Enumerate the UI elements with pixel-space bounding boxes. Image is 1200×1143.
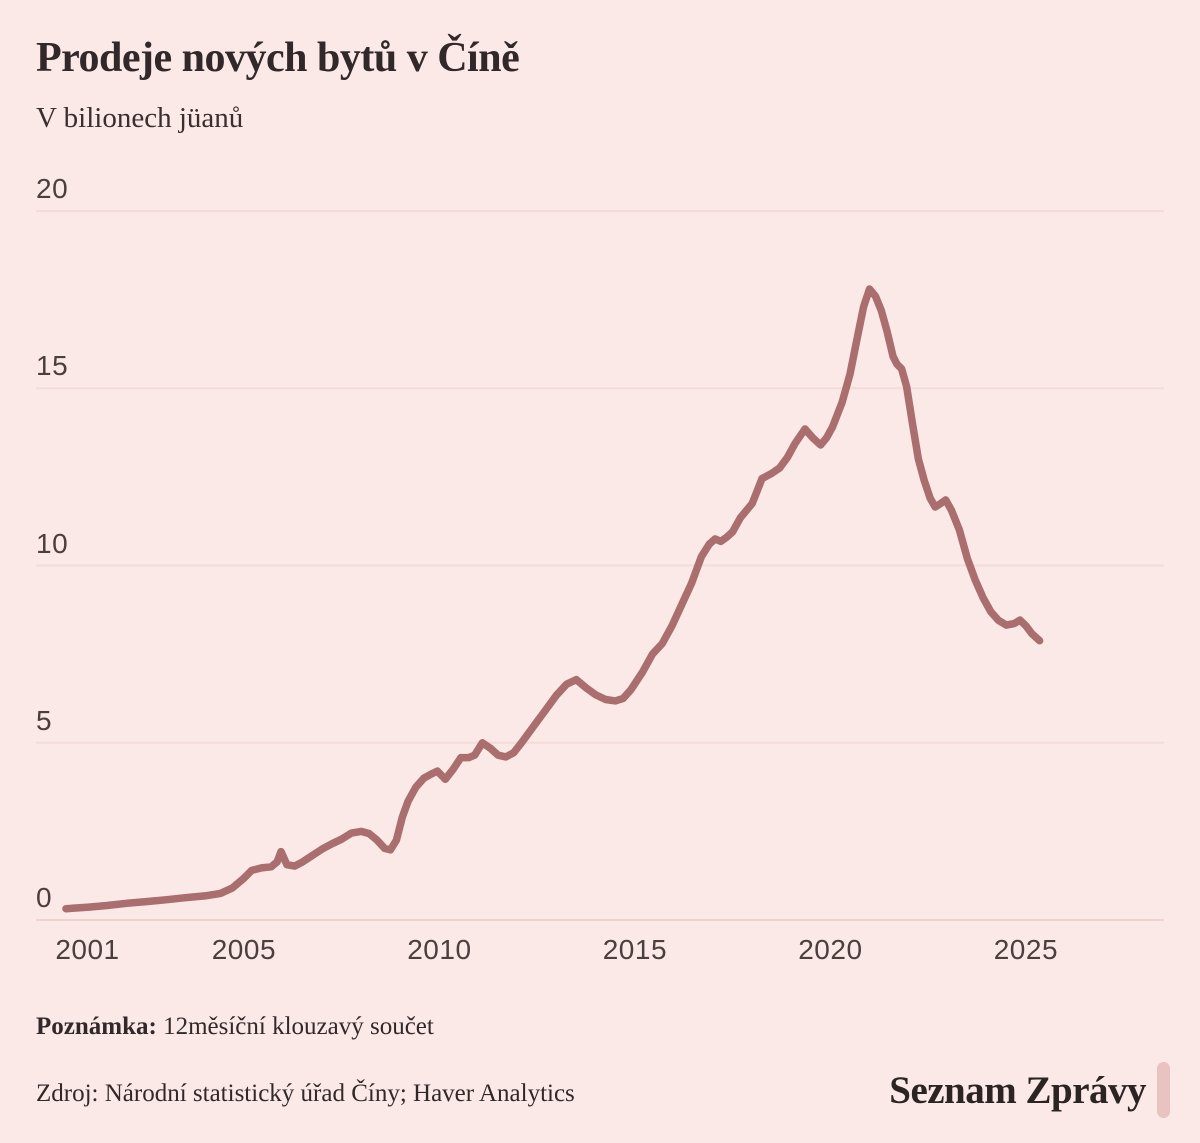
x-axis-label-2010: 2010 [407,934,472,965]
brand-logo-bar-icon [1157,1062,1170,1118]
note-label: Poznámka: [36,1013,157,1040]
brand-logo-text: Seznam Zprávy [889,1068,1146,1112]
x-axis-label-2025: 2025 [993,934,1059,965]
chart-note: Poznámka: 12měsíční klouzavý součet [36,1013,434,1041]
chart-source: Zdroj: Národní statistický úřad Číny; Ha… [36,1080,575,1107]
x-axis-label-2001: 2001 [55,934,120,965]
y-axis-label-15: 15 [36,350,69,382]
note-text: 12měsíční klouzavý součet [156,1013,434,1040]
sales-line [62,285,1044,913]
y-axis-label-20: 20 [36,173,69,204]
y-axis-label-5: 5 [36,704,53,736]
chart-title: Prodeje nových bytů v Číně [36,35,520,81]
chart-subtitle: V bilionech jüanů [36,102,244,134]
x-axis-label-2005: 2005 [211,934,277,965]
y-axis-label-0: 0 [36,882,53,913]
x-axis-label-2015: 2015 [602,934,668,965]
brand-logo: Seznam Zprávy [889,1062,1170,1118]
x-axis-label-2020: 2020 [798,934,863,965]
y-axis-label-10: 10 [36,527,69,559]
